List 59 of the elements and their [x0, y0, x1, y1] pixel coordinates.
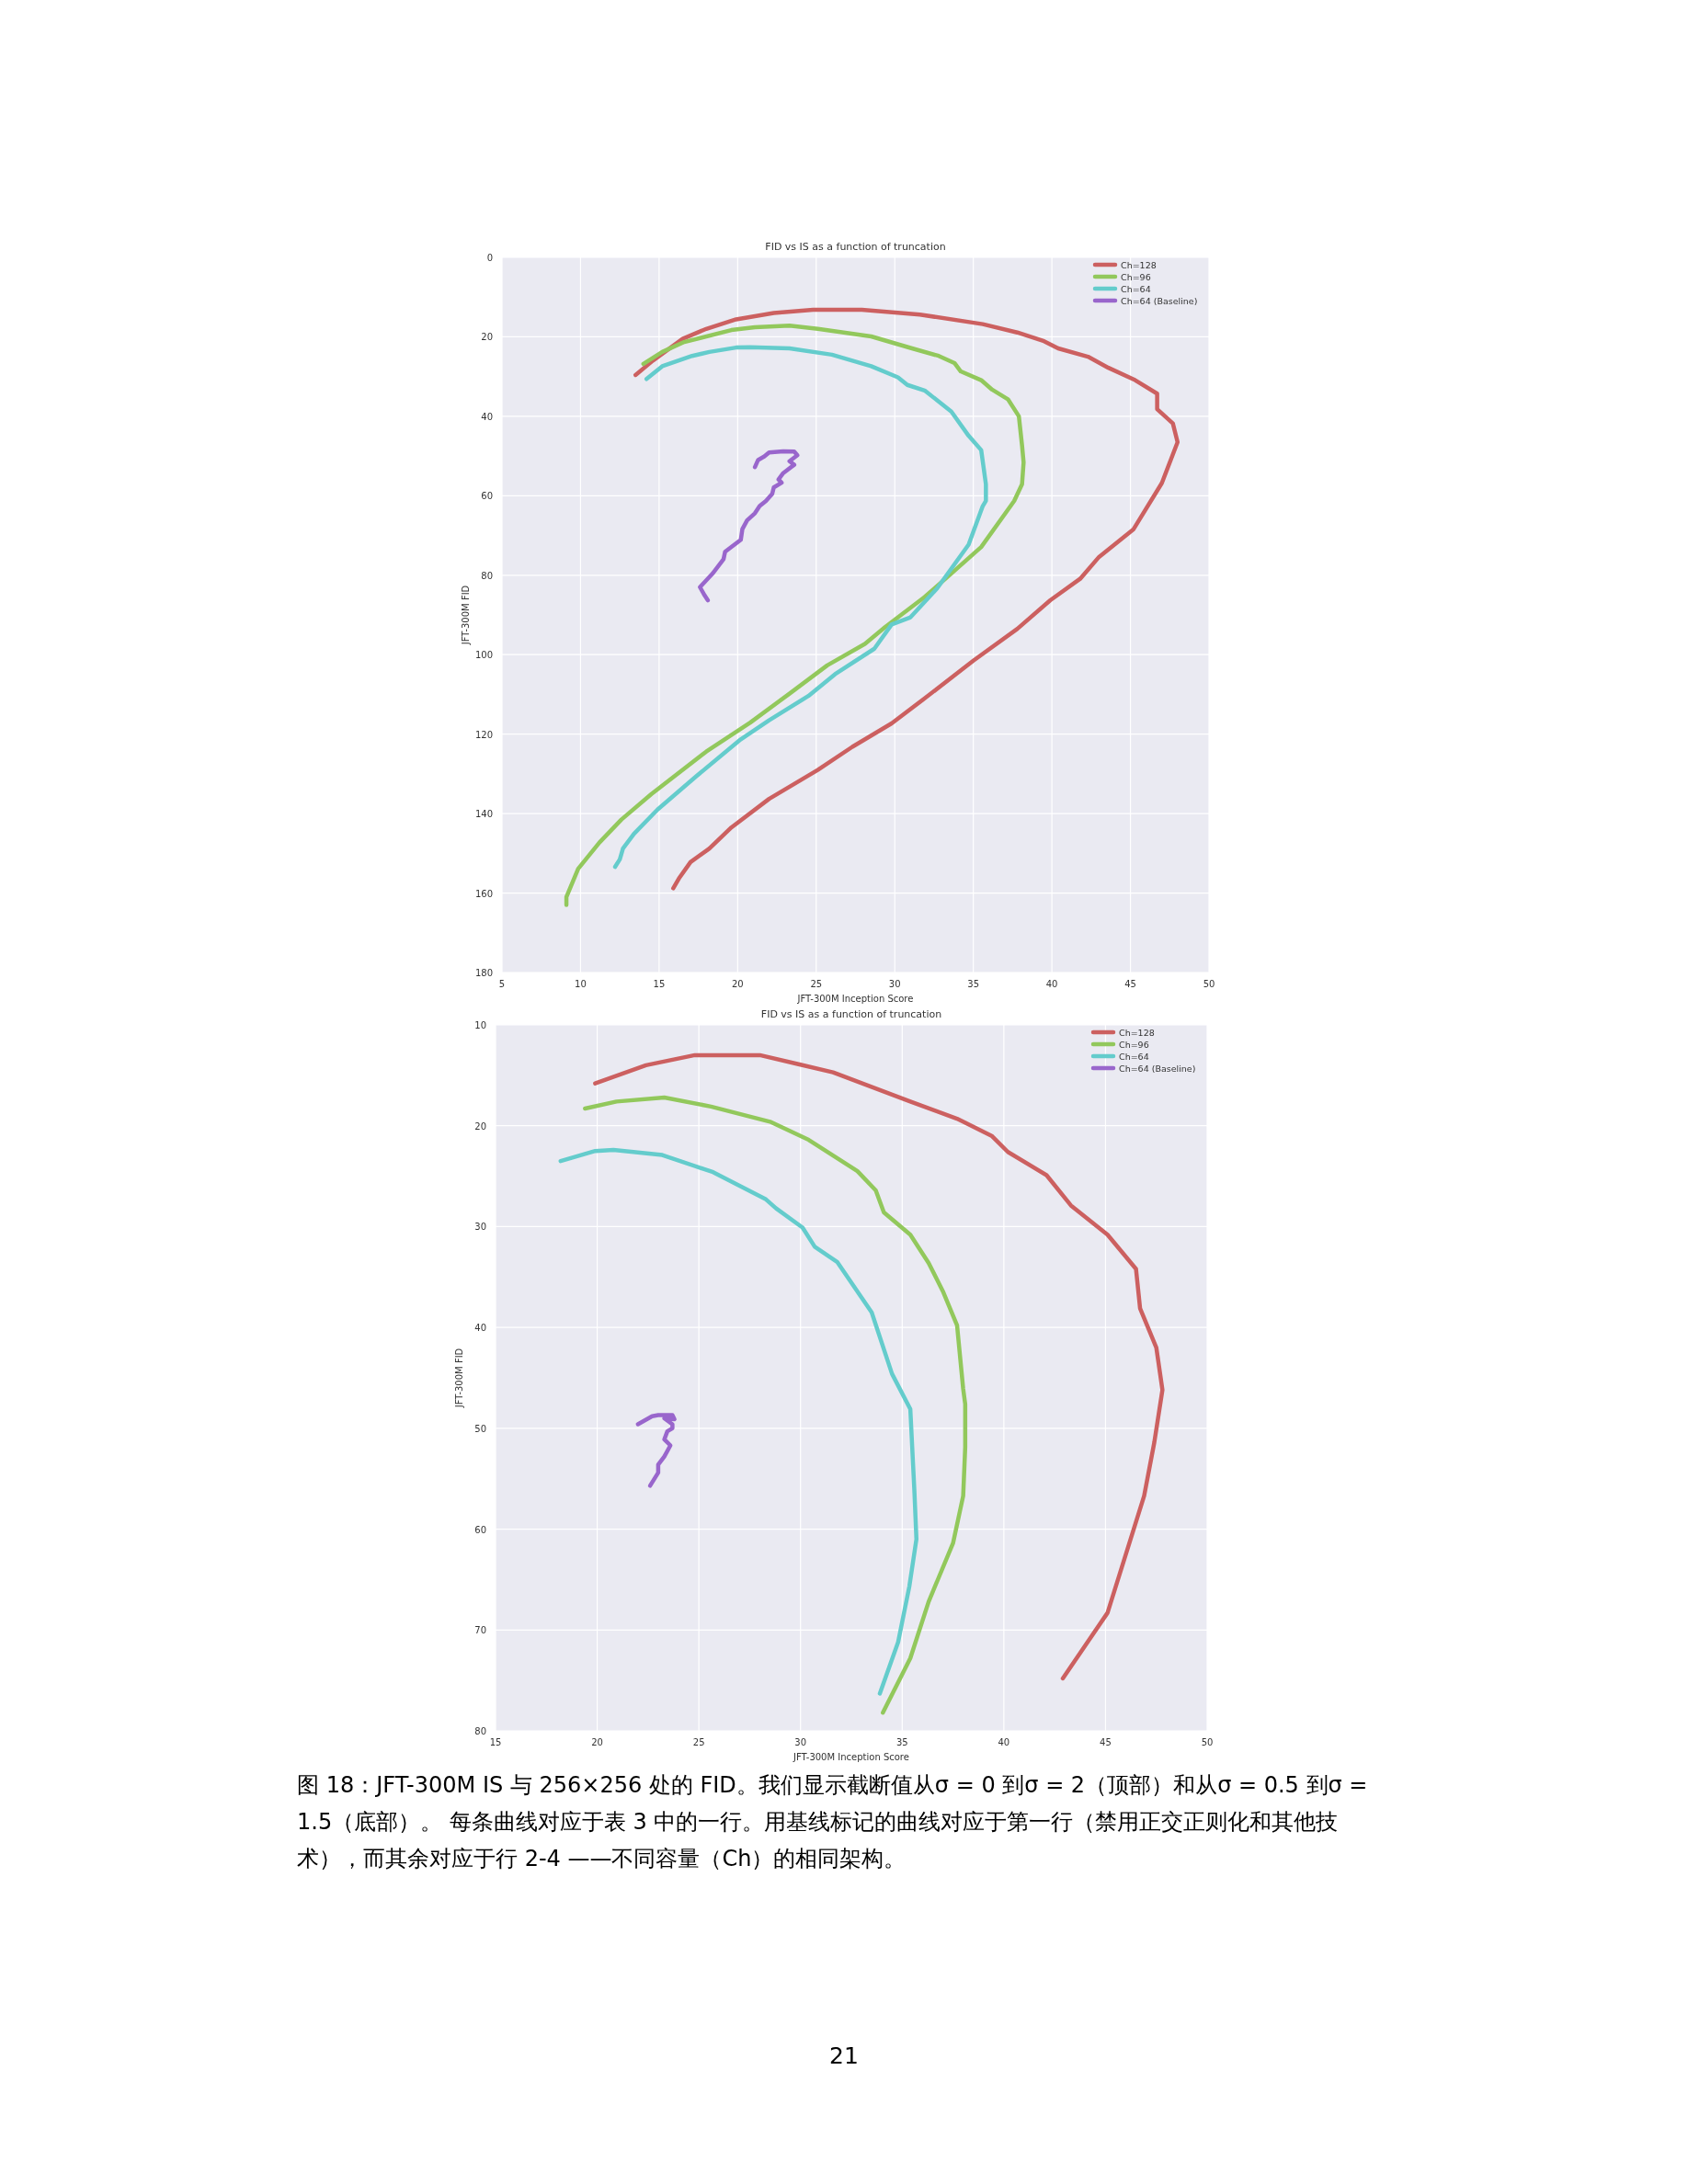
line-series — [564, 324, 1026, 907]
line-series — [612, 345, 988, 870]
line-series — [635, 1413, 677, 1488]
x-tick-label: 5 — [498, 979, 506, 989]
y-tick-label: 30 — [474, 1222, 486, 1233]
x-tick-label: 40 — [1045, 979, 1058, 989]
legend-label: Ch=64 — [1121, 283, 1151, 294]
x-axis-title: JFT-300M Inception Score — [793, 1752, 909, 1762]
x-tick-label: 30 — [888, 979, 901, 989]
y-axis-title: JFT-300M FID — [461, 585, 471, 646]
x-tick-label: 50 — [1203, 979, 1215, 989]
x-tick-label: 35 — [967, 979, 980, 989]
y-tick-label: 70 — [474, 1625, 486, 1636]
caption: 图 18：JFT-300M IS 与 256×256 处的 FID。我们显示截断值从σ = 0 到σ = 2（顶部）和从σ = 0.5 到σ = 1.5（底部）。 每条曲线对应于表 3 中的一行。用基线标记的曲线对应于第一行（禁用正交正则化和其他技术），而其余对应于行 2-4 ——不同容量（Ch）的相同架构。 — [297, 1771, 1369, 1873]
y-tick-label: 80 — [481, 570, 493, 581]
y-tick-label: 60 — [481, 491, 493, 502]
x-tick-label: 35 — [895, 1737, 908, 1747]
chart-title: FID vs IS as a function of truncation — [760, 1008, 942, 1020]
x-tick-label: 25 — [810, 979, 823, 989]
x-tick-label: 15 — [489, 1737, 502, 1747]
legend-label: Ch=96 — [1119, 1039, 1149, 1050]
text: 21 — [828, 2042, 860, 2069]
x-axis-title: JFT-300M Inception Score — [796, 994, 914, 1004]
x-tick-label: 30 — [794, 1737, 807, 1747]
y-tick-label: 60 — [474, 1524, 486, 1535]
legend-label: Ch=128 — [1119, 1027, 1155, 1038]
legend-label: Ch=64 (Baseline) — [1119, 1063, 1196, 1074]
y-tick-label: 120 — [474, 729, 493, 740]
line-series — [633, 307, 1180, 891]
y-tick-label: 20 — [474, 1120, 486, 1132]
x-tick-label: 50 — [1201, 1737, 1214, 1747]
x-tick-label: 45 — [1124, 979, 1136, 989]
y-tick-label: 180 — [474, 968, 493, 978]
x-tick-label: 10 — [575, 979, 587, 989]
x-tick-label: 40 — [998, 1737, 1010, 1747]
line-series — [583, 1095, 968, 1715]
y-tick-label: 20 — [481, 332, 493, 343]
y-axis-title: JFT-300M FID — [454, 1348, 464, 1409]
chart-title: FID vs IS as a function of truncation — [765, 241, 946, 253]
y-tick-label: 100 — [474, 650, 493, 661]
legend-label: Ch=64 (Baseline) — [1121, 295, 1198, 306]
x-tick-label: 25 — [692, 1737, 705, 1747]
y-tick-label: 160 — [474, 888, 493, 899]
y-tick-label: 0 — [486, 253, 493, 263]
legend-label: Ch=64 — [1119, 1051, 1149, 1062]
y-tick-label: 40 — [481, 411, 493, 422]
x-tick-label: 20 — [731, 979, 744, 989]
y-tick-label: 50 — [474, 1423, 486, 1434]
y-tick-label: 10 — [474, 1020, 486, 1030]
y-tick-label: 40 — [474, 1323, 486, 1334]
legend-label: Ch=128 — [1121, 259, 1157, 270]
x-tick-label: 15 — [653, 979, 666, 989]
y-tick-label: 80 — [474, 1726, 486, 1736]
x-tick-label: 45 — [1100, 1737, 1112, 1747]
line-series — [698, 449, 800, 603]
legend-label: Ch=96 — [1121, 271, 1151, 282]
line-series — [558, 1147, 919, 1696]
x-tick-label: 20 — [591, 1737, 603, 1747]
y-tick-label: 140 — [474, 809, 493, 820]
